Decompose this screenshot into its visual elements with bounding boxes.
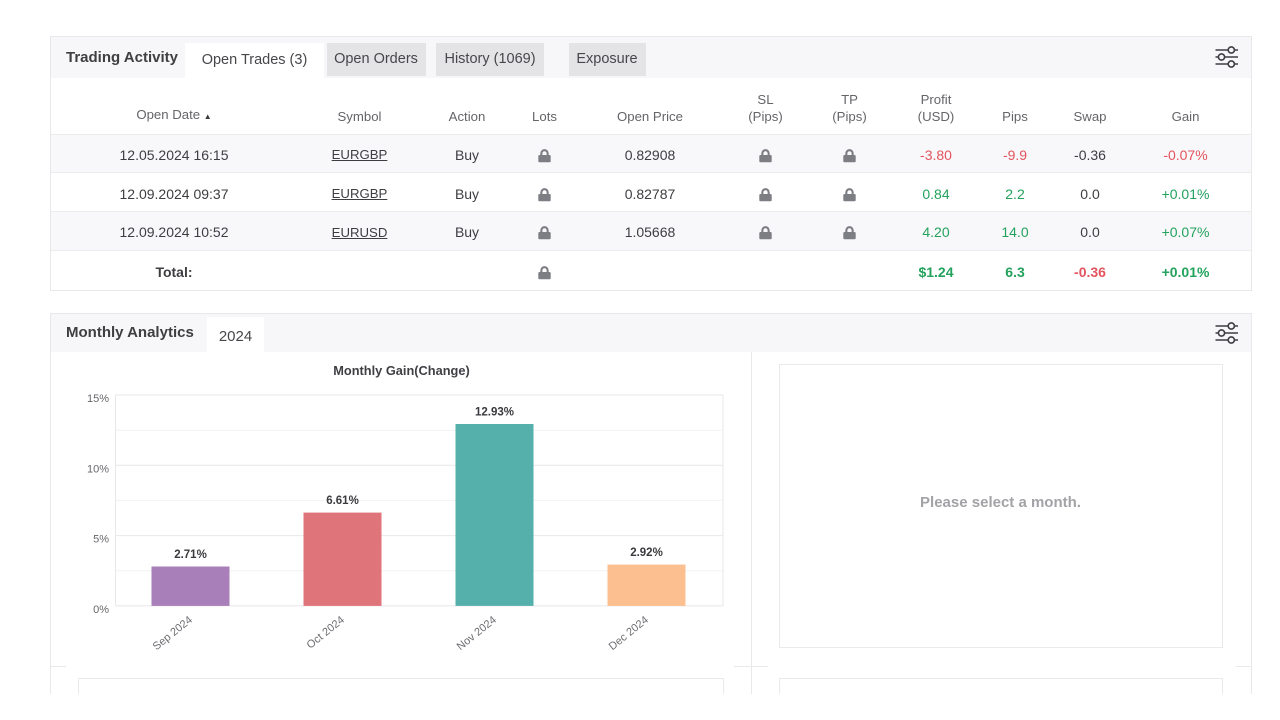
svg-text:12.93%: 12.93% <box>475 407 514 419</box>
svg-text:2.71%: 2.71% <box>174 549 207 561</box>
svg-text:10%: 10% <box>87 463 109 475</box>
svg-text:Monthly Gain(Change): Monthly Gain(Change) <box>333 363 470 378</box>
svg-text:Oct 2024: Oct 2024 <box>305 614 347 651</box>
svg-text:15%: 15% <box>87 393 109 405</box>
svg-text:Dec 2024: Dec 2024 <box>607 614 651 653</box>
svg-text:5%: 5% <box>93 534 109 546</box>
svg-text:0%: 0% <box>93 604 109 616</box>
svg-text:6.61%: 6.61% <box>326 495 359 507</box>
svg-text:Sep 2024: Sep 2024 <box>151 614 195 653</box>
svg-text:Nov 2024: Nov 2024 <box>455 614 499 653</box>
svg-text:2.92%: 2.92% <box>630 547 663 559</box>
